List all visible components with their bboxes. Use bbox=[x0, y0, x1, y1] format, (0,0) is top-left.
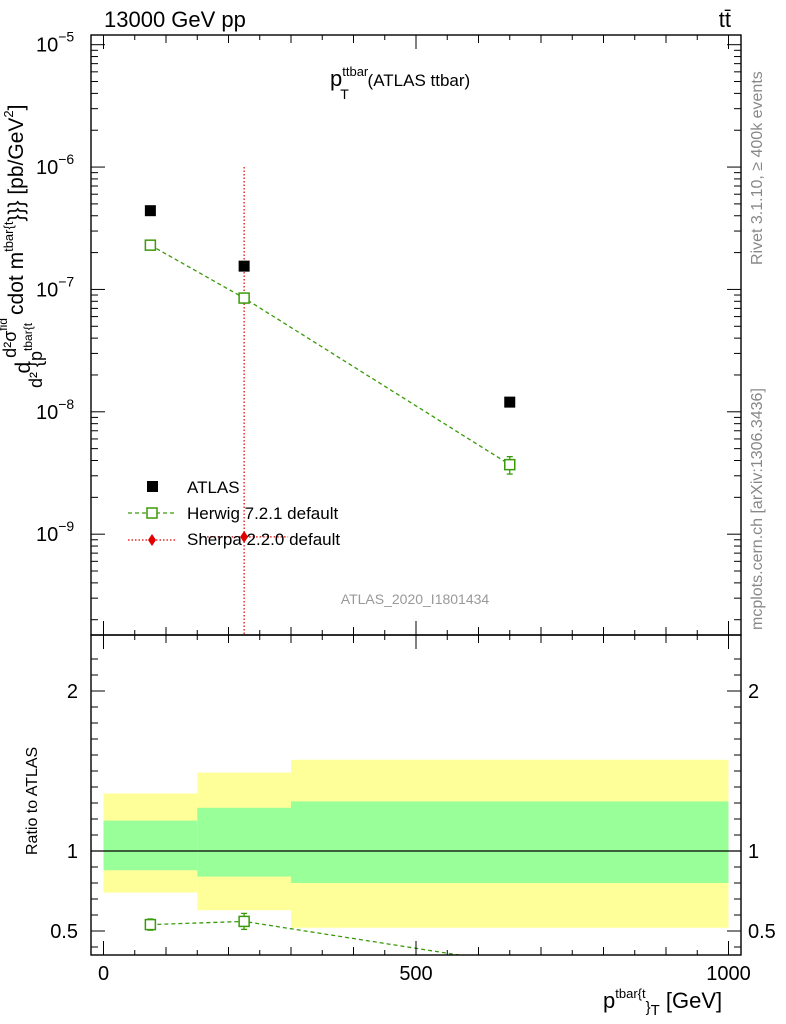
ratio-ytick-label-left: 2 bbox=[67, 681, 78, 703]
main-panel: 10−910−810−710−610−5 pttbar T (ATLAS ttba… bbox=[0, 29, 742, 636]
plot-title: pttbar T (ATLAS ttbar) bbox=[330, 64, 470, 102]
herwig-data-point bbox=[504, 458, 516, 471]
main-ytick-label: 10−5 bbox=[36, 29, 74, 57]
herwig-line-layer bbox=[150, 244, 511, 466]
ratio-xtick-label: 0 bbox=[98, 963, 109, 985]
main-ytick-label: 10−8 bbox=[36, 396, 74, 424]
ratio-xtick-label: 500 bbox=[399, 963, 432, 985]
main-ylabel-unit-close: ] bbox=[5, 105, 28, 111]
ratio-herwig-data-point bbox=[144, 918, 157, 931]
legend-sherpa-marker bbox=[148, 534, 156, 546]
main-ylabel-sigma-sup: fid bbox=[0, 318, 10, 331]
ratio-band-inner bbox=[291, 801, 729, 883]
ratio-bands bbox=[103, 759, 729, 928]
ratio-ylabel: Ratio to ATLAS bbox=[24, 747, 41, 855]
legend-atlas-label: ATLAS bbox=[187, 478, 240, 497]
ratio-xlabel: ptbar{t}T [GeV] bbox=[603, 986, 722, 1019]
ratio-band-inner bbox=[103, 820, 198, 871]
atlas-data-point bbox=[238, 260, 250, 272]
analysis-watermark: ATLAS_2020_I1801434 bbox=[341, 591, 490, 607]
main-ylabel-mid: cdot m bbox=[5, 252, 28, 315]
main-ticks bbox=[91, 35, 741, 635]
sherpa-data-point bbox=[240, 530, 249, 543]
main-ylabel-unit-sup: 2 bbox=[1, 110, 16, 117]
main-ytick-label-base: 10 bbox=[36, 157, 58, 179]
legend: ATLAS Herwig 7.2.1 default Sherpa 2.2.0 … bbox=[128, 478, 340, 549]
plot-title-sub: T bbox=[340, 86, 349, 102]
ratio-panel: 0.5 0.5 1 1 2 2 0 500 1000 Ratio to ATLAS ptbar{… bbox=[24, 634, 776, 1019]
main-ytick-label-base: 10 bbox=[36, 402, 58, 424]
header-left-title: 13000 GeV pp bbox=[104, 7, 246, 32]
main-ylabel-mid-rest: }}} [pb/GeV bbox=[5, 118, 28, 222]
main-ylabel-mid-sup: tbar{t bbox=[1, 221, 16, 252]
plot-title-main: p bbox=[330, 66, 342, 91]
ratio-ticks bbox=[91, 635, 741, 955]
ratio-herwig-clipped bbox=[144, 912, 463, 955]
ratio-xlabel-main: p bbox=[603, 988, 615, 1013]
main-ytick-label-base: 10 bbox=[36, 35, 58, 57]
main-ytick-label-exp: −9 bbox=[58, 518, 74, 534]
ratio-xtick-label: 1000 bbox=[706, 963, 751, 985]
plot-title-sup: ttbar bbox=[342, 64, 369, 79]
main-ytick-label: 10−7 bbox=[36, 273, 74, 301]
mcplots-label: mcplots.cern.ch [arXiv:1306.3436] bbox=[749, 388, 766, 630]
main-ylabel-d: d bbox=[12, 362, 35, 374]
ratio-herwig-layer bbox=[144, 912, 463, 955]
header-right-title: tt̄ bbox=[719, 7, 731, 32]
ratio-xlabel-sub: T bbox=[651, 1002, 660, 1019]
main-ytick-label: 10−9 bbox=[36, 518, 74, 546]
herwig-layer bbox=[144, 239, 516, 475]
main-ytick-label: 10−6 bbox=[36, 151, 74, 179]
ratio-band-inner bbox=[197, 807, 291, 877]
herwig-data-point bbox=[238, 292, 250, 304]
ratio-ytick-label-right: 0.5 bbox=[748, 921, 776, 943]
sherpa-layer bbox=[200, 167, 289, 635]
ratio-xlabel-submark: } bbox=[646, 999, 651, 1016]
atlas-data-point bbox=[144, 205, 156, 217]
main-ylabel-denominator: d² {p bbox=[26, 351, 46, 388]
ratio-xlabel-sup: tbar{t bbox=[615, 986, 646, 1001]
ratio-ytick-label-right: 1 bbox=[748, 841, 759, 863]
legend-atlas-marker bbox=[147, 481, 158, 492]
herwig-data-point bbox=[144, 239, 157, 251]
main-ylabel-sigma: d²σ bbox=[0, 331, 20, 358]
rivet-label: Rivet 3.1.10, ≥ 400k events bbox=[749, 71, 766, 265]
atlas-layer bbox=[144, 205, 516, 408]
main-ytick-label-base: 10 bbox=[36, 279, 58, 301]
ratio-ytick-label-right: 2 bbox=[748, 681, 759, 703]
legend-herwig-marker bbox=[146, 507, 158, 519]
plot-title-rest: (ATLAS ttbar) bbox=[363, 71, 470, 90]
ratio-ytick-label-left: 0.5 bbox=[50, 921, 78, 943]
ratio-ytick-label-left: 1 bbox=[67, 841, 78, 863]
ratio-herwig-data-point bbox=[238, 915, 250, 928]
main-ytick-label-exp: −7 bbox=[58, 273, 74, 289]
main-ytick-labels: 10−910−810−710−610−5 bbox=[36, 29, 74, 546]
legend-herwig-label: Herwig 7.2.1 default bbox=[187, 504, 338, 523]
main-ytick-label-exp: −8 bbox=[58, 396, 74, 412]
ratio-tick-labels: 0.5 0.5 1 1 2 2 0 500 1000 bbox=[50, 681, 776, 985]
main-ytick-label-exp: −6 bbox=[58, 151, 74, 167]
main-ylabel: dd²σfidd² {ptbar{tcdot mtbar{t}}} [pb/Ge… bbox=[0, 105, 46, 388]
legend-sherpa-label: Sherpa 2.2.0 default bbox=[187, 530, 340, 549]
atlas-data-point bbox=[504, 396, 516, 408]
main-ylabel-denominator-sup: tbar{t bbox=[21, 322, 35, 351]
ratio-xlabel-unit: [GeV] bbox=[660, 988, 722, 1013]
main-ytick-label-exp: −5 bbox=[58, 29, 74, 45]
herwig-series-line bbox=[150, 244, 511, 466]
main-ytick-label-base: 10 bbox=[36, 524, 58, 546]
